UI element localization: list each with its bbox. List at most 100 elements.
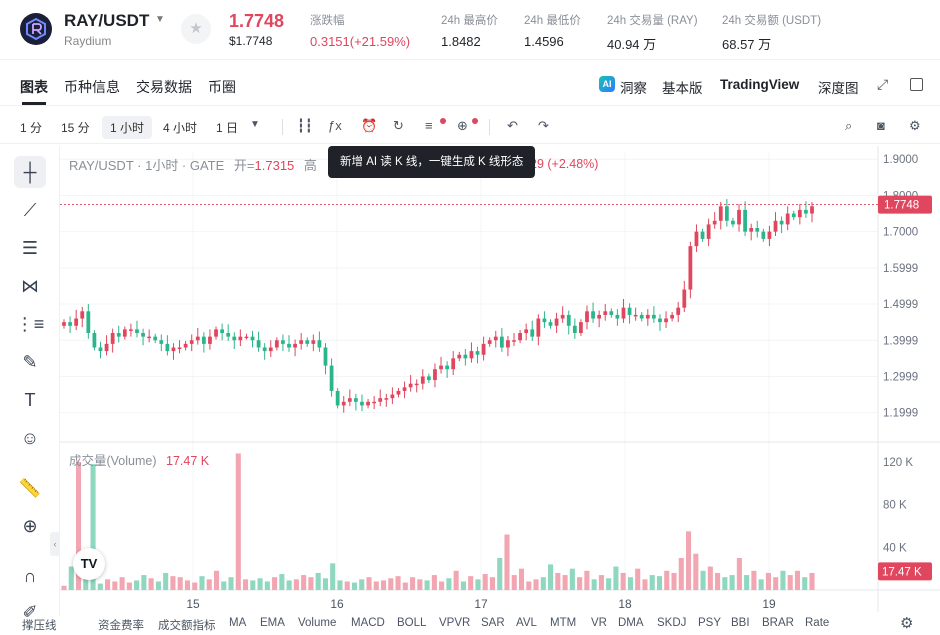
interval-1m[interactable]: 1 分 [20,121,43,135]
interval-1d[interactable]: 1 日 [216,121,239,135]
brush-icon[interactable]: ✎ [22,352,38,372]
indicator-brar[interactable]: BRAR [762,617,794,629]
indicator-成交额指标[interactable]: 成交额指标 [158,620,216,632]
active-tab-indicator [22,102,46,105]
tab-insight[interactable]: 洞察 [620,81,647,96]
camera-icon[interactable]: ◙ [877,118,885,133]
volume-bar [97,583,103,590]
indicator-psy[interactable]: PSY [698,617,722,629]
indicator-vpvr[interactable]: VPVR [439,617,471,629]
indicator-boll[interactable]: BOLL [397,617,427,629]
window-icon[interactable] [910,78,923,91]
indicator-skdj[interactable]: SKDJ [657,617,687,629]
indicator-macd[interactable]: MACD [351,617,385,629]
undo-icon[interactable]: ↶ [507,118,518,133]
pattern-icon[interactable]: ⋈ [21,276,39,296]
candle-body [420,376,425,384]
zoom-in-icon[interactable]: ⊕ [22,516,38,536]
candle-body [92,333,97,348]
redo-icon[interactable]: ↷ [538,118,549,133]
stat-value: 1.4596 [524,34,564,49]
indicator-sar[interactable]: SAR [481,617,505,629]
candle-type-icon[interactable]: ┇┇ [297,118,313,133]
volume-bar [373,581,379,590]
volume-bar [322,578,328,590]
indicator-ema[interactable]: EMA [260,617,285,629]
candle-body [712,220,717,225]
favorite-star-icon[interactable]: ★ [181,14,211,44]
pair-name[interactable]: RAY/USDT [64,11,150,30]
volume-bar [315,572,321,590]
volume-bar [613,566,619,590]
indicator-vr[interactable]: VR [591,617,607,629]
fibonacci-icon[interactable]: ⋮≡ [15,314,45,334]
lock-drawing-icon[interactable]: ✐ [22,602,38,622]
alert-icon[interactable]: ⏰ [361,118,378,133]
search-icon[interactable]: ⌕ [845,118,853,133]
indicators-icon[interactable]: ƒx [328,118,342,133]
insight-icon[interactable]: AI [599,76,615,92]
candle-body [341,401,346,406]
candle-body [366,401,370,406]
indicator-mtm[interactable]: MTM [550,617,577,629]
candle-body [518,333,522,341]
price-chart[interactable]: 1.90001.80001.70001.59991.49991.39991.29… [60,146,940,616]
candle-body [579,322,583,334]
tab-chart[interactable]: 图表 [20,79,48,95]
indicator-bar: 撑压线 资金费率 成交额指标 MA EMA Volume MACD BOLL VPVR SAR AV… [0,612,940,635]
tab-tradingview[interactable]: TradingView [720,77,800,92]
pair-dropdown-icon[interactable]: ▼ [155,14,165,25]
candle-body [627,307,632,315]
tradingview-logo[interactable]: TV [73,548,105,580]
candle-body [718,206,723,221]
indicator-资金费率[interactable]: 资金费率 [98,620,144,632]
volume-bar [686,531,692,590]
candle-body [451,358,456,370]
candle-body [633,314,638,317]
indicator-avl[interactable]: AVL [516,617,537,629]
tab-community[interactable]: 币圈 [208,79,236,95]
volume-bar [707,566,713,590]
tab-coin-info[interactable]: 币种信息 [64,79,120,95]
stat-label: 24h 最低价 [524,15,581,27]
indicator-dma[interactable]: DMA [618,617,644,629]
crosshair-icon[interactable]: ┼ [14,156,46,188]
tab-trade-data[interactable]: 交易数据 [136,79,192,95]
candle-body [439,365,443,370]
add-icon[interactable]: ⊕ [457,118,468,133]
ai-pattern-icon[interactable]: ≡ [425,118,433,133]
fullscreen-icon[interactable]: ⤢ [877,76,889,92]
indicator-rate[interactable]: Rate [805,617,830,629]
interval-1h[interactable]: 1 小时 [102,116,153,139]
indicator-撑压线[interactable]: 撑压线 [22,620,57,632]
volume-bar [199,576,205,590]
interval-15m[interactable]: 15 分 [61,121,90,135]
settings-icon[interactable]: ⚙ [909,118,921,133]
ruler-icon[interactable]: 📏 [18,478,42,498]
stat-turnover: 24h 交易额 (USDT) 68.57 万 [722,12,821,53]
candle-body [360,401,364,406]
tab-depth[interactable]: 深度图 [818,81,859,96]
interval-4h[interactable]: 4 小时 [163,121,198,135]
trendline-icon[interactable]: ⟋ [23,200,37,220]
indicator-ma[interactable]: MA [229,617,247,629]
indicator-volume[interactable]: Volume [298,617,337,629]
horizontal-lines-icon[interactable]: ☰ [21,238,39,258]
candle-body [74,318,79,326]
emoji-icon[interactable]: ☺ [20,428,40,448]
text-icon[interactable]: T [24,390,36,410]
indicator-bbi[interactable]: BBI [731,617,750,629]
time-tick-label: 15 [186,597,200,611]
indicator-settings-icon[interactable]: ⚙ [900,615,914,632]
candle-body [475,351,480,355]
collapse-sidebar-icon[interactable]: ‹ [50,532,60,556]
candle-body [755,228,760,232]
tab-basic[interactable]: 基本版 [662,81,703,96]
candle-body [208,336,212,344]
volume-bar [410,577,416,590]
candle-body [390,394,395,399]
replay-icon[interactable]: ↻ [393,118,404,133]
interval-dropdown-icon[interactable]: ▼ [250,119,260,130]
candlestick-chart[interactable]: 1.90001.80001.70001.59991.49991.39991.29… [60,146,940,612]
magnet-icon[interactable]: ∩ [23,566,37,586]
